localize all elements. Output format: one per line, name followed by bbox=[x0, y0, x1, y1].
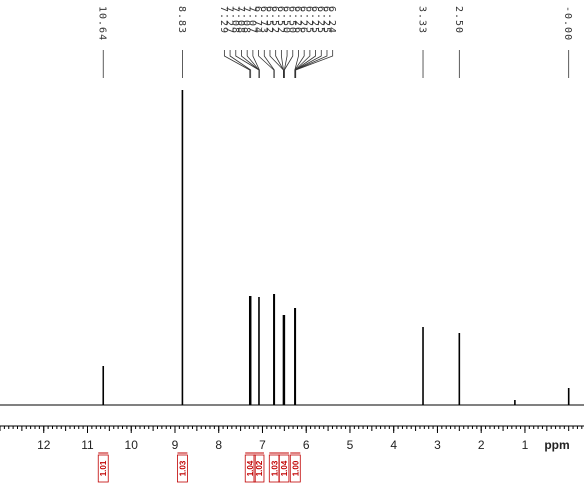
peak-label: 3.33 bbox=[417, 6, 428, 34]
integral-box bbox=[289, 454, 301, 483]
peak-connector bbox=[246, 50, 260, 78]
x-tick-label: 12 bbox=[37, 438, 51, 452]
integral-label: 1.01 bbox=[99, 460, 108, 476]
peak-label: 6.25 bbox=[309, 6, 320, 34]
peak-connector bbox=[294, 50, 328, 78]
x-tick-label: 5 bbox=[347, 438, 354, 452]
x-tick-label: 10 bbox=[125, 438, 139, 452]
peak-label: 6.52 bbox=[263, 6, 274, 34]
peak-connector bbox=[283, 50, 288, 78]
peak-connector bbox=[258, 50, 275, 78]
integral-box bbox=[278, 454, 290, 483]
peak-label: 6.52 bbox=[269, 6, 280, 34]
peak-label: 6.24 bbox=[326, 6, 337, 34]
peak-label: 6.26 bbox=[292, 6, 303, 34]
peak-label: 2.50 bbox=[453, 6, 464, 34]
peak-connector bbox=[280, 50, 284, 78]
peak-label: 7.07 bbox=[246, 6, 257, 34]
peak-connector bbox=[283, 50, 294, 78]
integral-label: 1.02 bbox=[255, 460, 264, 476]
x-tick-label: 1 bbox=[522, 438, 529, 452]
peak-label: 6.52 bbox=[275, 6, 286, 34]
peak-label: 6.25 bbox=[320, 6, 331, 34]
peak-label: 6.50 bbox=[281, 6, 292, 34]
peak-label: 7.29 bbox=[218, 6, 229, 34]
peak-label: 6.50 bbox=[286, 6, 297, 34]
peak-connector bbox=[295, 50, 334, 78]
peak-connector bbox=[294, 50, 305, 78]
x-tick-label: 2 bbox=[478, 438, 485, 452]
peak-label: 6.25 bbox=[303, 6, 314, 34]
peak-connector bbox=[252, 50, 260, 78]
peak-connector bbox=[223, 50, 251, 78]
integral-label: 1.04 bbox=[280, 460, 289, 476]
peak-connector bbox=[294, 50, 311, 78]
peak-label: 10.64 bbox=[97, 6, 108, 41]
peak-label: 6.74 bbox=[252, 6, 263, 34]
peak-label: 8.83 bbox=[176, 6, 187, 34]
peak-connector bbox=[263, 50, 275, 78]
x-axis-label: ppm bbox=[544, 438, 569, 452]
peak-label: 6.25 bbox=[315, 6, 326, 34]
integral-box bbox=[244, 454, 256, 483]
x-tick-label: 9 bbox=[172, 438, 179, 452]
x-tick-label: 3 bbox=[434, 438, 441, 452]
peak-label: 7.08 bbox=[241, 6, 252, 34]
peak-label: 7.27 bbox=[224, 6, 235, 34]
integral-box bbox=[253, 454, 265, 483]
peak-connector bbox=[229, 50, 252, 78]
integral-box bbox=[97, 454, 109, 483]
peak-label: -0.00 bbox=[562, 6, 573, 41]
x-tick-label: 7 bbox=[259, 438, 266, 452]
peak-label: 7.08 bbox=[229, 6, 240, 34]
integral-label: 1.04 bbox=[246, 460, 255, 476]
integral-label: 1.03 bbox=[270, 460, 279, 476]
x-tick-label: 11 bbox=[81, 438, 94, 452]
x-tick-label: 6 bbox=[303, 438, 310, 452]
integral-label: 1.00 bbox=[291, 460, 300, 476]
peak-label: 6.73 bbox=[258, 6, 269, 34]
x-tick-label: 8 bbox=[215, 438, 222, 452]
integral-label: 1.03 bbox=[178, 460, 187, 476]
x-tick-label: 4 bbox=[390, 438, 397, 452]
peak-label: 6.26 bbox=[298, 6, 309, 34]
peak-label: 7.08 bbox=[235, 6, 246, 34]
integral-box bbox=[177, 454, 188, 483]
